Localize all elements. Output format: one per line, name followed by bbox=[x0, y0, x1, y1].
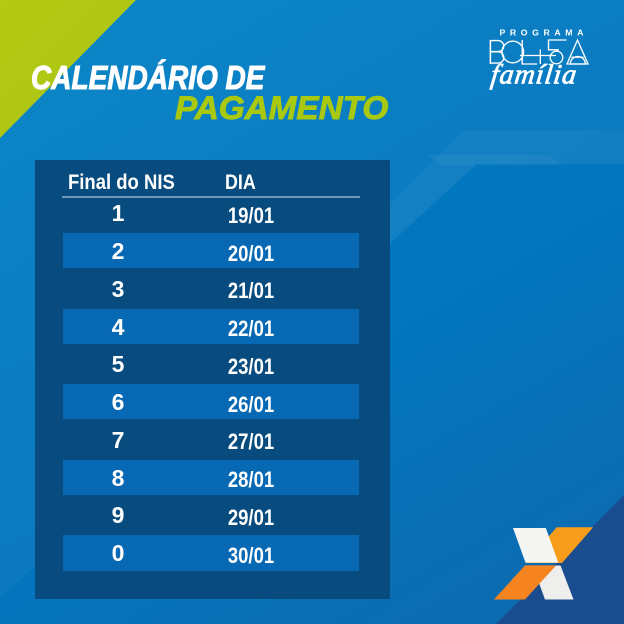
svg-text:PROGRAMA: PROGRAMA bbox=[500, 28, 588, 38]
svg-text:família: família bbox=[489, 60, 579, 91]
